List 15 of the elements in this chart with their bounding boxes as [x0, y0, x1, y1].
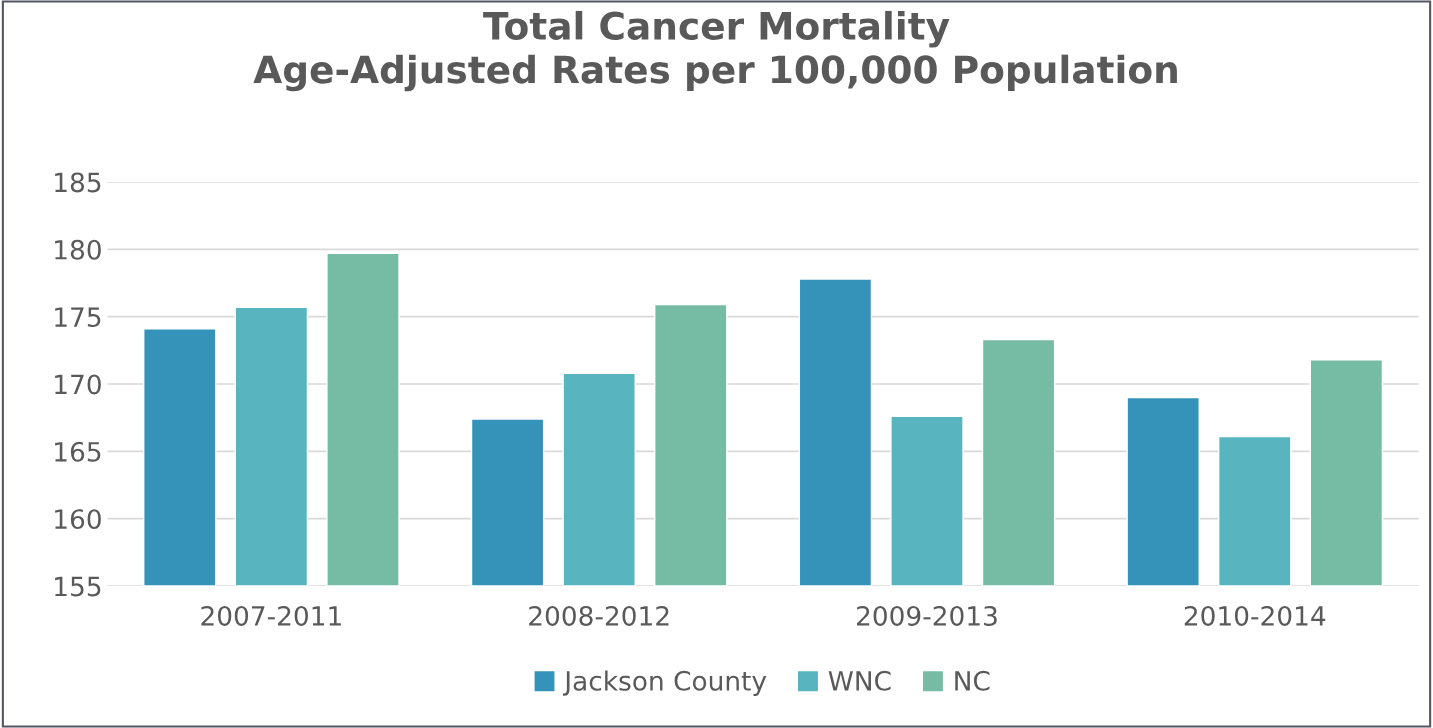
y-tick-label: 175 [55, 307, 101, 328]
y-tick-label: 185 [55, 172, 101, 193]
y-tick-label: 165 [55, 441, 101, 462]
x-tick-label: 2007-2011 [201, 605, 341, 626]
legend-label: NC [955, 670, 990, 691]
legend-label: WNC [828, 670, 891, 691]
x-tick-label: 2009-2013 [856, 605, 997, 626]
chart-title: Total Cancer Mortality Age-Adjusted Rates per 100,000 Population [253, 10, 1177, 92]
y-tick-label: 170 [55, 374, 101, 395]
legend-label: Jackson County [562, 670, 767, 696]
y-tick-label: 155 [55, 576, 101, 597]
y-tick-label: 160 [55, 509, 101, 530]
x-tick-label: 2008-2012 [529, 605, 669, 626]
y-tick-label: 180 [55, 239, 101, 260]
x-tick-label: 2010-2014 [1184, 605, 1326, 626]
